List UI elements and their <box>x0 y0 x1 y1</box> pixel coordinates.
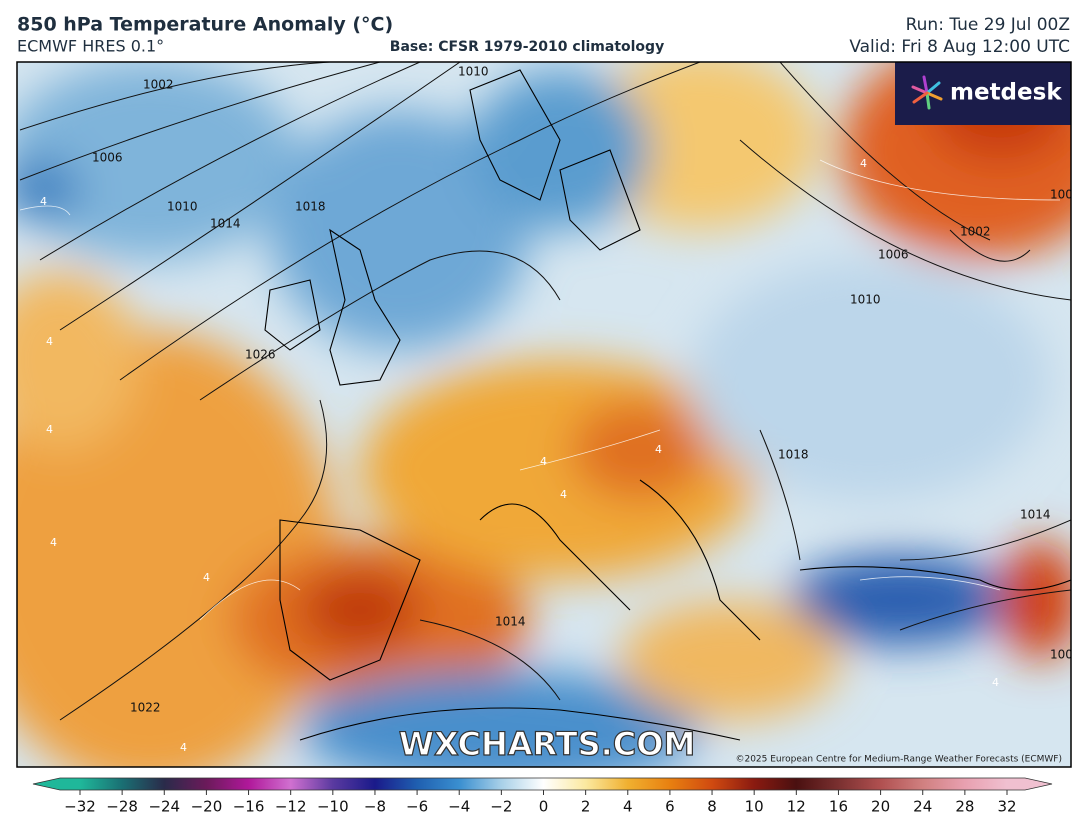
isobar-label: 1010 <box>850 293 881 307</box>
anomaly-label: 4 <box>180 741 187 754</box>
title: 850 hPa Temperature Anomaly (°C) <box>17 14 393 36</box>
colorbar-tick-label: −24 <box>148 798 180 816</box>
anomaly-label: 4 <box>40 195 47 208</box>
logo: metdesk <box>950 80 1062 106</box>
map: 1002 1006 1010 1014 1018 1026 1022 1010 … <box>17 62 1081 767</box>
colorbar-tick-label: 28 <box>955 798 974 816</box>
colorbar-tick-label: −2 <box>490 798 512 816</box>
colorbar-tick-label: −6 <box>406 798 428 816</box>
anomaly-label: 4 <box>46 423 53 436</box>
isobar-label: 1018 <box>778 448 809 462</box>
colorbar-tick-label: 0 <box>539 798 549 816</box>
colorbar-tick-label: −10 <box>317 798 349 816</box>
map-frame <box>16 61 1072 768</box>
isobar-label: 1002 <box>143 78 174 92</box>
anomaly-label: 4 <box>655 443 662 456</box>
colorbar-tick-label: 4 <box>623 798 633 816</box>
anomaly-label: 4 <box>992 676 999 689</box>
isobar-label: 1026 <box>245 348 276 362</box>
colorbar-tick-label: 20 <box>871 798 890 816</box>
colorbar-tick-label: −32 <box>64 798 96 816</box>
colorbar-tick-label: −8 <box>364 798 386 816</box>
isobar-label: 1014 <box>495 615 526 629</box>
isobar-label: 1006 <box>878 248 909 262</box>
colorbar-tick-label: −12 <box>275 798 307 816</box>
isobar-label: 1010 <box>458 65 489 79</box>
anomaly-label: 4 <box>46 335 53 348</box>
watermark: WXCHARTS.COM <box>399 725 696 763</box>
isobar-label: 1018 <box>295 200 326 214</box>
isobar-label: 1002 <box>960 225 991 239</box>
valid: Valid: Fri 8 Aug 12:00 UTC <box>849 37 1070 57</box>
colorbar-tick-label: −16 <box>233 798 265 816</box>
colorbar-tick-label: −20 <box>191 798 223 816</box>
run: Run: Tue 29 Jul 00Z <box>906 15 1070 35</box>
isobar-label: 1010 <box>167 200 198 214</box>
copyright: ©2025 European Centre for Medium-Range W… <box>735 755 1062 765</box>
isobar-label: 1002 <box>1050 648 1081 662</box>
anomaly-label: 4 <box>540 455 547 468</box>
anomaly-label: 4 <box>860 157 867 170</box>
isobar-label: 1014 <box>210 217 241 231</box>
base: Base: CFSR 1979-2010 climatology <box>390 39 664 55</box>
isobar-label: 1014 <box>1020 508 1051 522</box>
colorbar-tick-label: 2 <box>581 798 591 816</box>
colorbar-tick-label: −4 <box>448 798 470 816</box>
colorbar-tick-label: −28 <box>106 798 138 816</box>
colorbar-tick-label: 24 <box>913 798 932 816</box>
colorbar-tick-label: 8 <box>707 798 717 816</box>
anomaly-label: 4 <box>203 571 210 584</box>
colorbar-tick-label: 16 <box>829 798 848 816</box>
colorbar-tick-label: 10 <box>745 798 764 816</box>
anomaly-label: 4 <box>560 488 567 501</box>
colorbar-tick-label: 6 <box>665 798 675 816</box>
colorbar-tick-label: 32 <box>997 798 1016 816</box>
colorbar: −32 −28 −24 −20 −16 −12 −10 −8 −6 −4 −2 0 2 4 6 8 10 12 16… <box>32 777 1053 816</box>
model: ECMWF HRES 0.1° <box>17 37 164 56</box>
colorbar-tick-label: 12 <box>787 798 806 816</box>
isobar-label: 1022 <box>130 701 161 715</box>
anomaly-label: 4 <box>50 536 57 549</box>
isobar-label: 1006 <box>1050 188 1081 202</box>
isobar-label: 1006 <box>92 151 123 165</box>
